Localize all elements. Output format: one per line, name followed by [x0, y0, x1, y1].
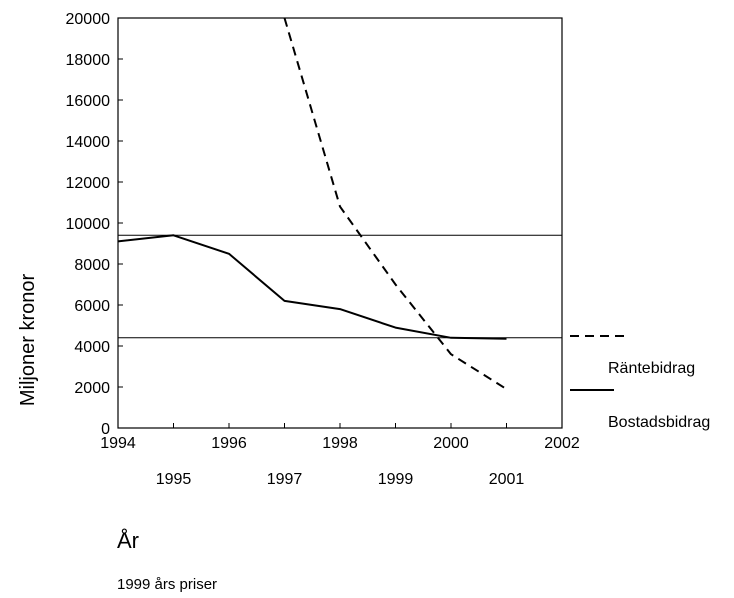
- x-tick-label: 1997: [267, 471, 303, 488]
- legend-label-rantebidrag: Räntebidrag: [608, 360, 695, 377]
- y-tick-label: 8000: [74, 257, 110, 274]
- y-tick-label: 6000: [74, 298, 110, 315]
- x-tick-label: 1995: [156, 471, 192, 488]
- plot-area: [117, 17, 563, 429]
- series-line-bostadsbidrag: [117, 234, 507, 340]
- price-note: 1999 års priser: [117, 576, 217, 593]
- legend-label-bostadsbidrag: Bostadsbidrag: [608, 414, 710, 431]
- y-axis-title: Miljoner kronor: [17, 274, 39, 407]
- series-line-rantebidrag: [283, 17, 508, 390]
- x-tick-label: 1999: [378, 471, 414, 488]
- y-tick-label: 0: [101, 421, 110, 438]
- x-tick-label: 1996: [211, 435, 247, 452]
- y-tick-label: 14000: [66, 134, 111, 151]
- x-tick-label: 1994: [100, 435, 136, 452]
- y-tick-label: 16000: [66, 93, 111, 110]
- y-tick-label: 20000: [66, 11, 111, 28]
- y-tick-label: 10000: [66, 216, 111, 233]
- x-tick-label: 2002: [544, 435, 580, 452]
- x-tick-label: 2001: [489, 471, 525, 488]
- y-tick-label: 12000: [66, 175, 111, 192]
- x-tick-label: 1998: [322, 435, 358, 452]
- y-tick-label: 4000: [74, 339, 110, 356]
- x-axis-title: År: [117, 528, 139, 553]
- x-tick-label: 2000: [433, 435, 469, 452]
- y-tick-label: 2000: [74, 380, 110, 397]
- y-tick-label: 18000: [66, 52, 111, 69]
